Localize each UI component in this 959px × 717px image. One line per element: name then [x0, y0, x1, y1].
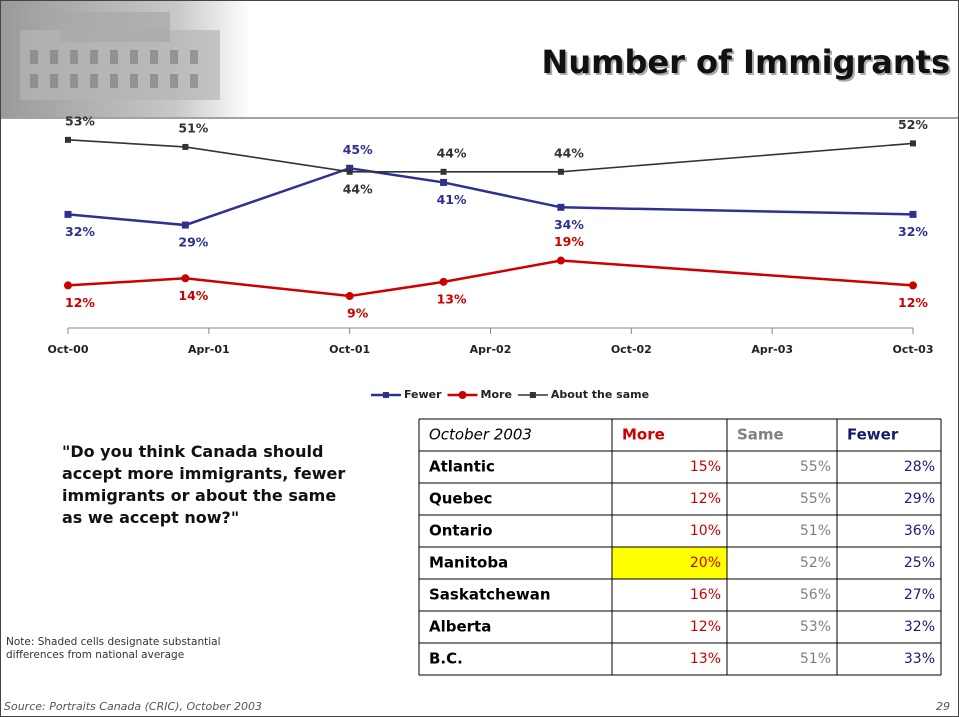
legend-marker [382, 392, 389, 398]
table-cell: 55% [800, 491, 831, 507]
table-cell: 53% [800, 619, 831, 635]
table-cell: 51% [800, 651, 831, 667]
marker [556, 256, 565, 265]
marker [440, 168, 447, 175]
table-cell: 55% [800, 459, 831, 475]
table-cell: 27% [904, 587, 935, 603]
series-line [67, 139, 914, 173]
table-cell: 16% [690, 587, 721, 603]
data-label: 41% [437, 192, 467, 207]
column-header: More [622, 426, 665, 444]
column-header: Fewer [847, 426, 899, 444]
header-photo [1, 1, 251, 117]
marker [181, 274, 190, 283]
table-cell: 52% [800, 555, 831, 571]
page-number: 29 [936, 700, 950, 713]
marker [440, 178, 448, 186]
note: Note: Shaded cells designate substantial… [6, 636, 221, 661]
data-label: 13% [437, 291, 467, 306]
series-line [67, 166, 914, 227]
data-label: 12% [898, 295, 928, 310]
table-cell: 29% [904, 491, 935, 507]
x-tick-label: Apr-01 [188, 343, 230, 356]
marker [346, 164, 354, 172]
row-label: B.C. [429, 650, 463, 668]
marker [181, 221, 189, 229]
data-label: 9% [347, 306, 369, 321]
table-cell: 12% [690, 619, 721, 635]
table-cell: 15% [690, 459, 721, 475]
legend-marker [529, 392, 536, 398]
marker [64, 281, 72, 290]
marker [65, 136, 71, 143]
row-label: Saskatchewan [429, 586, 551, 604]
data-label: 32% [65, 224, 95, 239]
marker [345, 292, 354, 301]
row-label: Quebec [429, 490, 492, 508]
table-cell: 10% [690, 523, 721, 539]
x-tick-label: Oct-02 [611, 343, 652, 356]
data-label: 53% [65, 113, 95, 128]
marker [557, 168, 564, 175]
table-cell: 51% [800, 523, 831, 539]
data-label: 14% [178, 288, 208, 303]
data-label: 34% [554, 217, 584, 232]
row-label: Alberta [429, 618, 491, 636]
legend-label: About the same [551, 388, 649, 401]
data-label: 32% [898, 224, 928, 239]
x-tick-label: Apr-03 [751, 343, 793, 356]
table-cell: 12% [690, 491, 721, 507]
row-label: Atlantic [429, 458, 495, 476]
data-label: 44% [437, 145, 467, 160]
legend: Fewer More About the same [370, 388, 649, 401]
data-label: 45% [343, 142, 373, 157]
question: "Do you think Canada should accept more … [62, 442, 346, 527]
x-tick-label: Oct-01 [329, 343, 370, 356]
x-tick-label: Oct-00 [47, 343, 88, 356]
legend-marker [458, 391, 467, 399]
table-cell: 25% [904, 555, 935, 571]
shaded-cell [612, 547, 727, 579]
table-cell: 36% [904, 523, 935, 539]
data-label: 19% [554, 234, 584, 249]
data-label: 29% [178, 235, 208, 250]
data-label: 44% [554, 145, 584, 160]
table-cell: 20% [690, 555, 721, 571]
marker [910, 140, 916, 147]
marker [64, 210, 72, 218]
table-cell: 13% [690, 651, 721, 667]
series-line [67, 259, 914, 298]
slide-title: Number of Immigrants [542, 43, 950, 81]
row-label: Manitoba [429, 554, 508, 572]
marker [439, 277, 448, 286]
column-header: October 2003 [429, 426, 532, 444]
data-label: 52% [898, 117, 928, 132]
legend-label: More [481, 388, 512, 401]
x-tick-label: Apr-02 [470, 343, 512, 356]
marker [182, 143, 189, 150]
marker [909, 281, 917, 290]
source: Source: Portraits Canada (CRIC), October… [4, 700, 262, 713]
marker [557, 203, 565, 211]
column-header: Same [737, 426, 784, 444]
x-tick-label: Oct-03 [892, 343, 933, 356]
legend-label: Fewer [404, 388, 442, 401]
table-cell: 56% [800, 587, 831, 603]
row-label: Ontario [429, 522, 493, 540]
table-cell: 33% [904, 651, 935, 667]
table-cell: 32% [904, 619, 935, 635]
data-label: 51% [178, 120, 208, 135]
data-label: 44% [343, 181, 373, 196]
table-cell: 28% [904, 459, 935, 475]
table: October 2003 More Same Fewer Atlantic 15% 55% 2… [418, 418, 942, 676]
data-label: 12% [65, 295, 95, 310]
marker [346, 168, 353, 175]
marker [909, 210, 917, 218]
